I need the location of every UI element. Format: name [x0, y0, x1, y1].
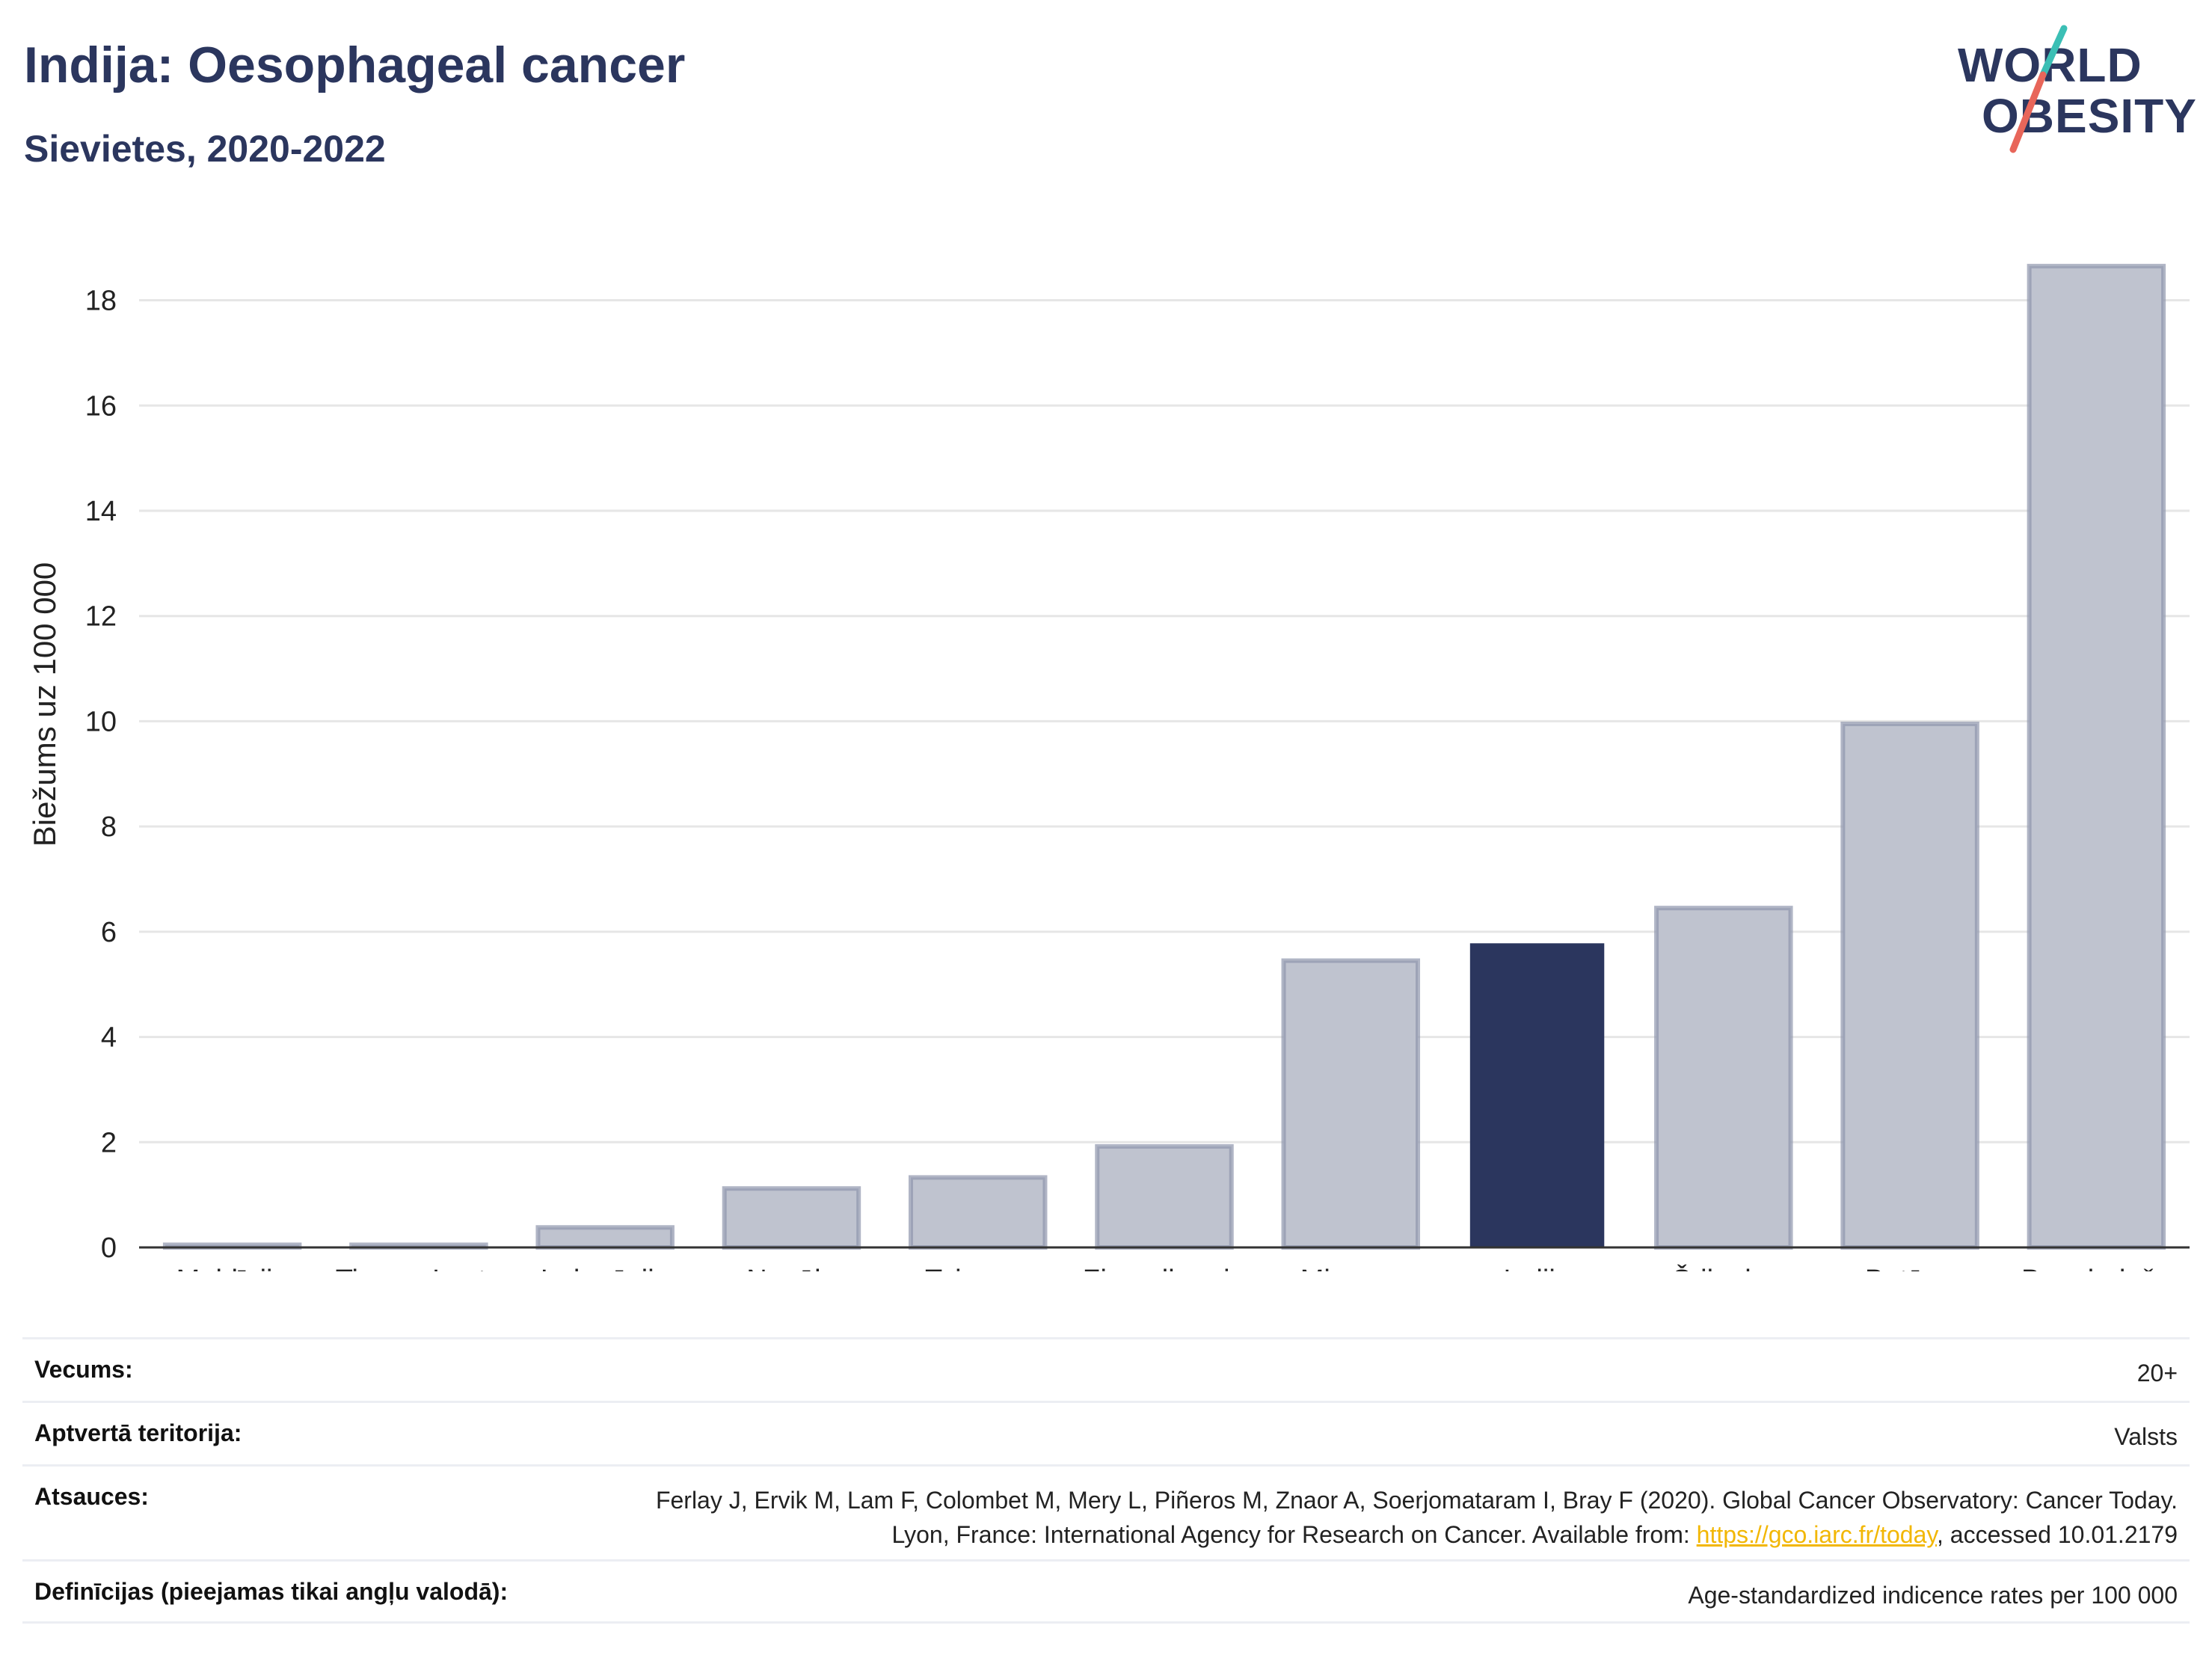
references-text: Ferlay J, Ervik M, Lam F, Colombet M, Me…: [655, 1487, 2178, 1548]
y-tick-label: 4: [101, 1022, 117, 1054]
y-tick-label: 0: [101, 1232, 117, 1264]
bar-3: [535, 1225, 675, 1250]
page-subtitle: Sievietes, 2020-2022: [24, 128, 386, 170]
x-tick-label: Ziemeļkoreja: [1083, 1265, 1246, 1271]
y-tick-label: 10: [85, 706, 117, 737]
definitions-value: Age-standardized indicence rates per 100…: [1688, 1582, 2178, 1609]
y-axis-ticks: 0 2 4 6 8 10 12 14 16 18: [85, 286, 117, 1264]
bar-10: [1840, 721, 1979, 1250]
bars: [162, 263, 2166, 1250]
x-tick-label: Indija: [1503, 1265, 1572, 1271]
x-tick-label: Butāna: [1865, 1265, 1956, 1271]
y-axis-label: Biežums uz 100 000: [27, 562, 62, 847]
y-tick-label: 14: [85, 496, 117, 527]
info-table: Vecums: 20+ Aptvertā teritorija: Valsts …: [22, 1337, 2190, 1624]
y-tick-label: 12: [85, 601, 117, 633]
info-row-coverage: Aptvertā teritorija: Valsts: [22, 1401, 2190, 1464]
bar-6: [1095, 1143, 1234, 1250]
x-tick-label: Indonēzija: [541, 1265, 671, 1271]
references-link[interactable]: https://gco.iarc.fr/today: [1696, 1521, 1937, 1548]
coverage-label: Aptvertā teritorija:: [34, 1419, 242, 1446]
x-tick-label: Timora-Leste: [336, 1265, 502, 1271]
x-tick-label: Nepāla: [746, 1265, 837, 1271]
references-label: Atsauces:: [34, 1483, 149, 1510]
x-tick-label: Bangladeša: [2021, 1265, 2172, 1271]
info-row-definitions: Definīcijas (pieejamas tikai angļu valod…: [22, 1559, 2190, 1624]
y-tick-label: 2: [101, 1127, 117, 1158]
y-tick-label: 16: [85, 390, 117, 422]
references-value: Ferlay J, Ervik M, Lam F, Colombet M, Me…: [607, 1483, 2178, 1552]
age-value: 20+: [2136, 1360, 2178, 1387]
definitions-label: Definīcijas (pieejamas tikai angļu valod…: [34, 1578, 509, 1605]
x-tick-label: Mjanma: [1300, 1265, 1402, 1271]
bar-5: [908, 1175, 1048, 1250]
x-tick-label: Šrilanka: [1672, 1263, 1775, 1271]
age-label: Vecums:: [34, 1356, 133, 1383]
y-tick-label: 8: [101, 811, 117, 843]
x-tick-label: Taizeme: [925, 1265, 1031, 1271]
x-axis-ticks: Maldīvija Timora-Leste Indonēzija Nepāla Tai…: [176, 1263, 2172, 1271]
logo-slash-icon: [2009, 25, 2068, 153]
references-accessed: , accessed 10.01.2179: [1936, 1521, 2178, 1548]
bar-7: [1281, 958, 1421, 1250]
info-row-references: Atsauces: Ferlay J, Ervik M, Lam F, Colo…: [22, 1464, 2190, 1559]
bar-8: [1469, 943, 1605, 1247]
bar-9: [1654, 906, 1793, 1250]
world-obesity-logo: WORLD OBESITY: [1952, 22, 2199, 165]
bar-11: [2027, 263, 2166, 1250]
y-tick-label: 6: [101, 917, 117, 948]
y-tick-label: 18: [85, 286, 117, 317]
bar-4: [722, 1186, 861, 1250]
bar-chart: 0 2 4 6 8 10 12 14 16 18 Maldīvija Timora-Leste Ind…: [27, 263, 2190, 1271]
page-title: Indija: Oesophageal cancer: [24, 37, 686, 93]
x-tick-label: Maldīvija: [176, 1265, 289, 1271]
coverage-value: Valsts: [2114, 1423, 2178, 1450]
info-row-age: Vecums: 20+: [22, 1337, 2190, 1401]
